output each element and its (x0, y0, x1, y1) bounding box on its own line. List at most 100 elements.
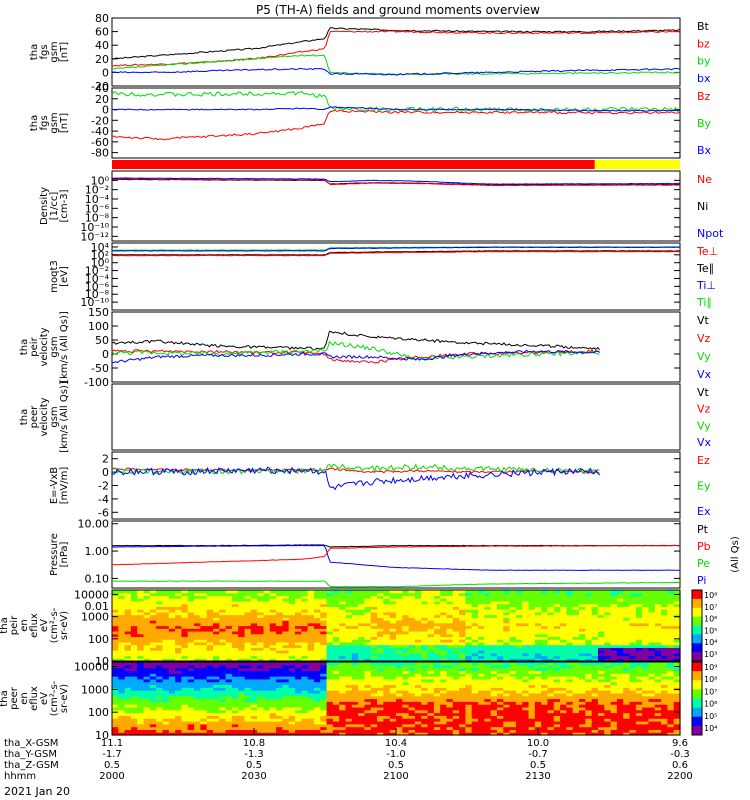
heatmap-cell (642, 617, 650, 621)
heatmap-cell (130, 620, 138, 624)
heatmap-cell (616, 706, 624, 711)
heatmap-cell (522, 676, 530, 680)
heatmap-cell (440, 687, 448, 691)
heatmap-cell (168, 690, 176, 694)
y-tick-label: -20 (91, 80, 109, 93)
heatmap-cell (673, 662, 681, 666)
heatmap-cell (673, 695, 681, 700)
heatmap-cell (168, 715, 176, 719)
heatmap-cell (194, 641, 201, 646)
heatmap-cell (642, 670, 650, 674)
heatmap-cell (490, 718, 498, 722)
heatmap-cell (566, 690, 574, 694)
heatmap-cell (648, 652, 656, 657)
heatmap-cell (433, 712, 441, 716)
heatmap-cell (459, 684, 467, 688)
heatmap-cell (648, 641, 656, 646)
heatmap-cell (509, 690, 517, 694)
heatmap-cell (370, 729, 378, 733)
heatmap-cell (427, 628, 435, 632)
heatmap-cell (572, 590, 580, 594)
heatmap-cell (623, 676, 631, 680)
heatmap-cell (181, 600, 189, 605)
heatmap-cell (421, 726, 429, 730)
heatmap-cell (427, 644, 435, 648)
heatmap-cell (560, 647, 567, 651)
heatmap-cell (414, 614, 422, 618)
heatmap-cell (427, 667, 435, 672)
heatmap-cell (168, 590, 176, 594)
heatmap-cell (238, 732, 246, 736)
heatmap-cell (547, 695, 555, 700)
heatmap-cell (206, 664, 214, 669)
heatmap-cell (143, 633, 151, 638)
heatmap-cell (503, 718, 511, 722)
heatmap-cell (118, 684, 126, 688)
heatmap-cell (288, 704, 296, 708)
heatmap-cell (351, 650, 359, 654)
heatmap-cell (156, 709, 164, 714)
heatmap-cell (332, 676, 340, 680)
heatmap-cell (250, 630, 258, 635)
heatmap-cell (206, 715, 214, 719)
status-segment (594, 160, 680, 169)
heatmap-cell (276, 718, 283, 722)
heatmap-cell (187, 647, 195, 651)
heatmap-cell (667, 655, 675, 659)
heatmap-cell (295, 723, 302, 728)
heatmap-cell (629, 647, 637, 651)
heatmap-cell (452, 595, 460, 599)
heatmap-cell (313, 630, 321, 635)
heatmap-cell (181, 723, 189, 728)
heatmap-cell (402, 620, 410, 624)
heatmap-cell (244, 647, 252, 651)
heatmap-cell (231, 681, 239, 686)
heatmap-cell (326, 611, 334, 616)
heatmap-cell (162, 647, 170, 651)
heatmap-cell (332, 606, 340, 610)
heatmap-cell (440, 609, 448, 613)
heatmap-cell (358, 633, 366, 638)
heatmap-cell (629, 603, 637, 607)
heatmap-cell (339, 609, 347, 613)
heatmap-cell (225, 715, 233, 719)
heatmap-cell (130, 636, 138, 640)
colorbar-frame (691, 661, 703, 736)
heatmap-cell (370, 701, 378, 705)
heatmap-cell (282, 729, 290, 733)
heatmap-cell (377, 630, 384, 635)
heatmap-cell (389, 641, 397, 646)
heatmap-cell (528, 628, 536, 632)
heatmap-cell (459, 628, 467, 632)
heatmap-cell (635, 732, 643, 736)
heatmap-cell (339, 715, 347, 719)
heatmap-cell (124, 678, 132, 683)
heatmap-cell (484, 690, 492, 694)
heatmap-cell (326, 628, 334, 632)
heatmap-cell (673, 620, 681, 624)
heatmap-cell (219, 630, 227, 635)
heatmap-cell (591, 681, 599, 686)
heatmap-cell (358, 676, 366, 680)
heatmap-cell (269, 715, 277, 719)
heatmap-cell (421, 732, 429, 736)
heatmap-cell (332, 709, 340, 714)
heatmap-cell (642, 595, 650, 599)
heatmap-cell (471, 644, 479, 648)
heatmap-cell (389, 687, 397, 691)
y-axis-label-line: [1/cc] (49, 192, 60, 221)
heatmap-cell (313, 592, 321, 597)
heatmap-cell (301, 678, 309, 683)
heatmap-cell (137, 603, 145, 607)
heatmap-cell (130, 658, 138, 662)
heatmap-cell (351, 614, 359, 618)
heatmap-cell (515, 658, 523, 662)
heatmap-cell (219, 726, 227, 730)
heatmap-cell (629, 673, 637, 677)
heatmap-cell (257, 726, 265, 730)
heatmap-cell (332, 658, 340, 662)
heatmap-cell (471, 590, 479, 594)
heatmap-cell (566, 606, 574, 610)
heatmap-cell (465, 704, 473, 708)
heatmap-cell (408, 644, 416, 648)
